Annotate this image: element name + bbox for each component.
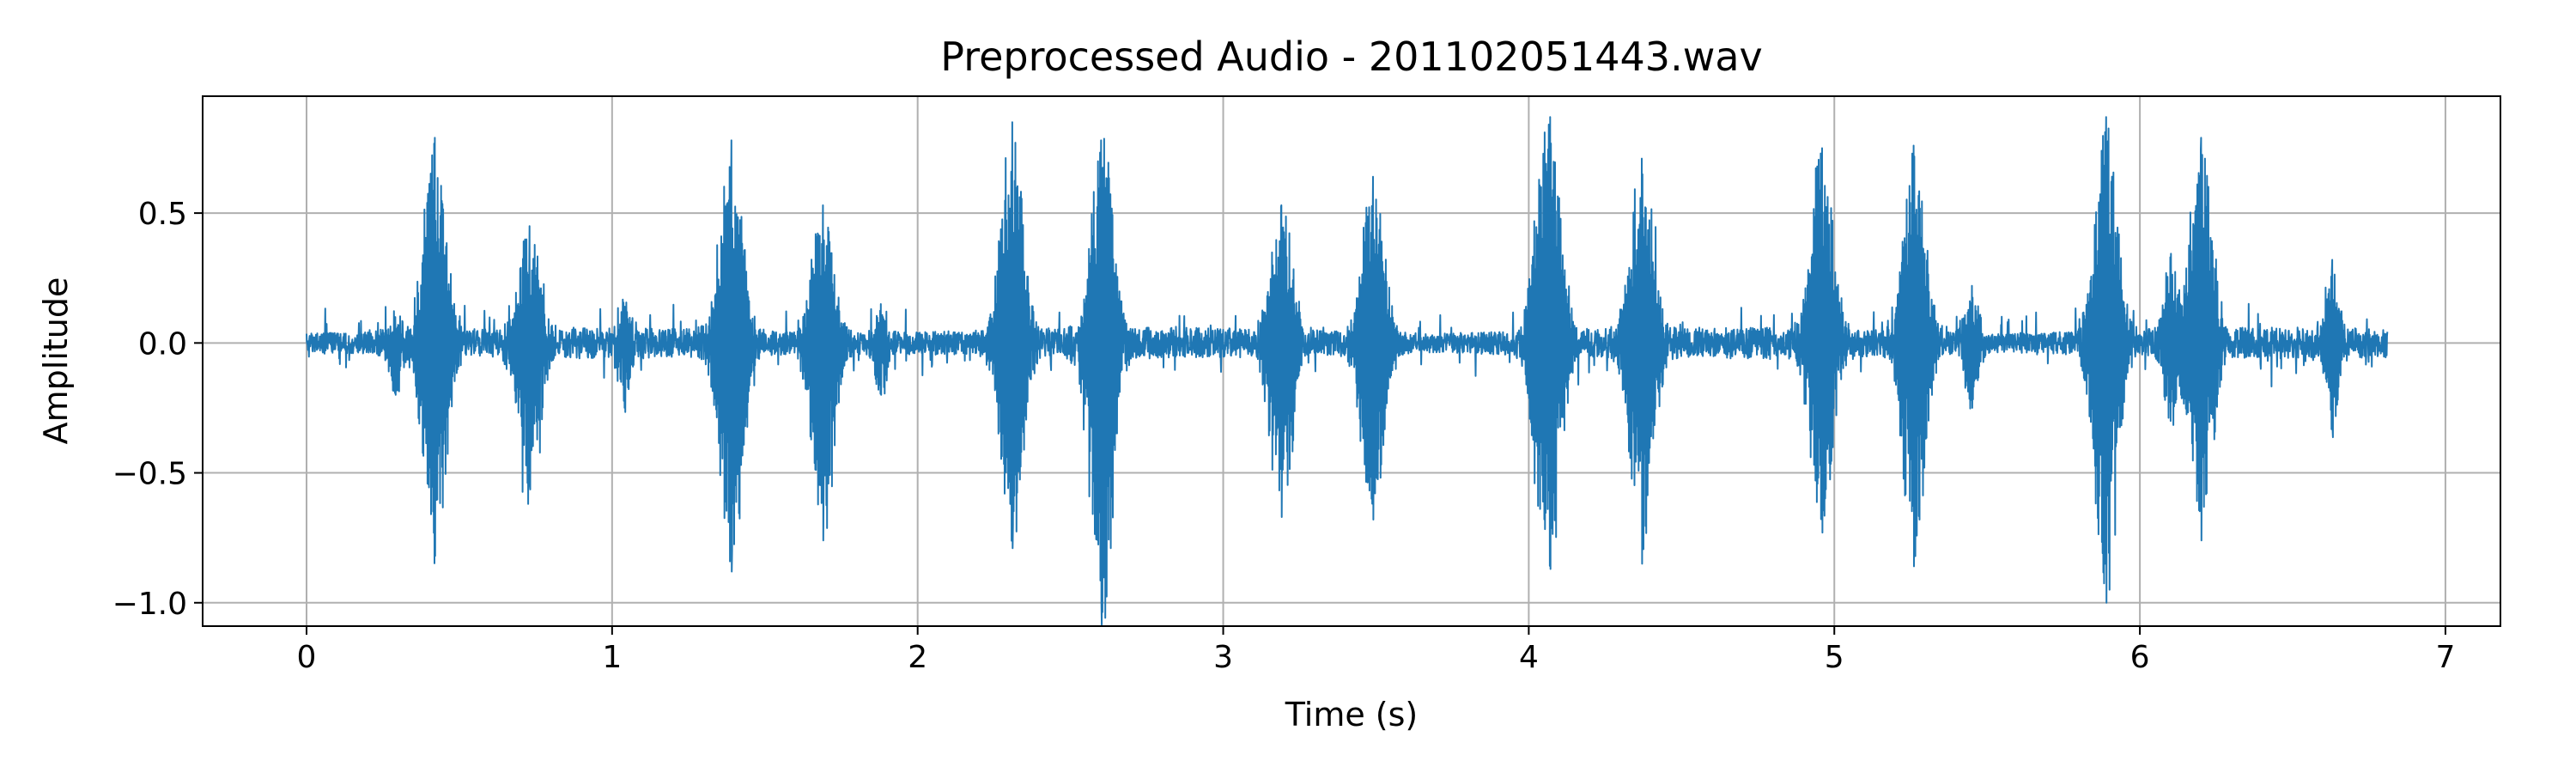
y-tick-label: −1.0 <box>112 587 187 622</box>
plot-area <box>306 116 2389 626</box>
waveform-series <box>306 116 2389 626</box>
x-tick-label: 5 <box>1825 640 1844 675</box>
x-axis-label: Time (s) <box>1285 696 1419 733</box>
y-axis-label: Amplitude <box>37 277 75 445</box>
y-tick-label: 0.0 <box>138 326 187 362</box>
x-tick-label: 6 <box>2130 640 2150 675</box>
x-tick-label: 1 <box>602 640 622 675</box>
x-axis-ticks: 0 1 2 3 4 5 6 7 <box>297 626 2455 675</box>
x-tick-label: 2 <box>908 640 927 675</box>
x-tick-label: 4 <box>1519 640 1539 675</box>
y-axis-ticks: −1.0 −0.5 0.0 0.5 <box>112 197 203 622</box>
y-tick-label: −0.5 <box>112 457 187 492</box>
x-tick-label: 0 <box>297 640 317 675</box>
x-tick-label: 7 <box>2435 640 2455 675</box>
axes-frame <box>202 95 2501 627</box>
chart-title: Preprocessed Audio - 201102051443.wav <box>940 33 1762 80</box>
x-tick-label: 3 <box>1213 640 1233 675</box>
y-tick-label: 0.5 <box>138 197 187 232</box>
